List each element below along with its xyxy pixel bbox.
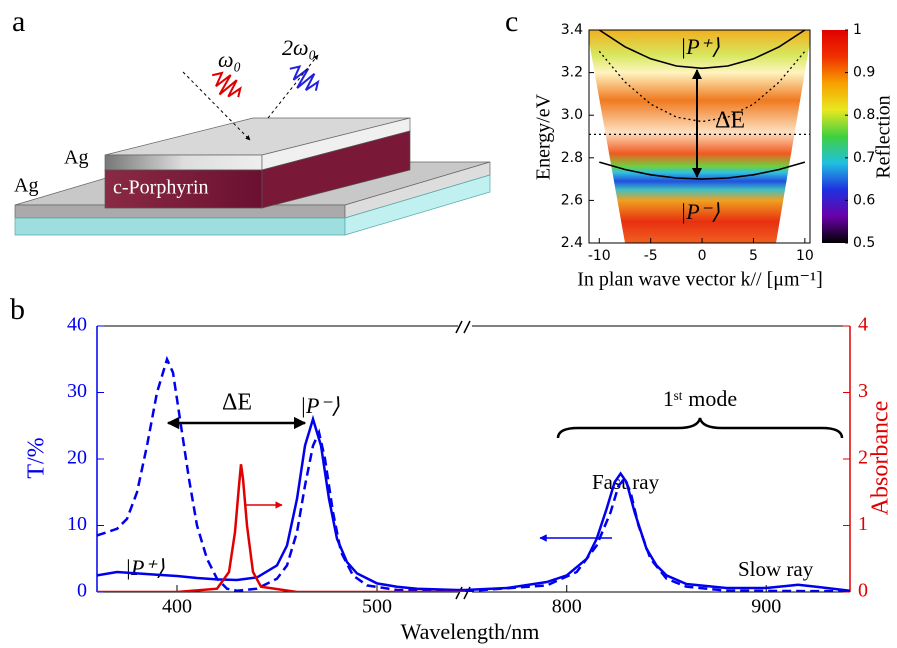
y2-tick-label: 1 bbox=[858, 513, 868, 535]
y-tick-label: 0 bbox=[77, 580, 87, 602]
y-tick-label: 30 bbox=[67, 380, 87, 402]
beam-label: 2ω₀ bbox=[282, 35, 316, 60]
glass-side bbox=[344, 174, 491, 236]
x-tick-label: 900 bbox=[751, 596, 781, 618]
y-axis-title: Energy/eV bbox=[533, 93, 555, 180]
y-tick-label: 2.8 bbox=[561, 150, 583, 166]
layer-label: Ag bbox=[14, 175, 38, 197]
panel-c: c |P⁺⟩ ΔE |P⁻⟩ In plan wave vector k// [… bbox=[505, 5, 895, 291]
annotation: Slow ray bbox=[738, 557, 814, 581]
annotation: ΔE bbox=[715, 108, 745, 134]
y-tick-label: 2.4 bbox=[561, 235, 583, 251]
y2-axis-title: Absorbance bbox=[868, 401, 894, 516]
annotation: ΔE bbox=[222, 390, 252, 416]
y-tick-label: 2.6 bbox=[561, 192, 583, 208]
colorbar-tick-label: 0.9 bbox=[853, 65, 875, 81]
panel-label: b bbox=[10, 293, 25, 326]
pulse-out bbox=[289, 65, 320, 91]
series-line bbox=[97, 464, 465, 592]
plot-frame bbox=[588, 29, 811, 244]
beam-in bbox=[182, 71, 251, 141]
annotation: |P⁺⟩ bbox=[125, 555, 165, 580]
layer-label: Ag bbox=[64, 147, 88, 169]
annotation: |P⁻⟩ bbox=[300, 393, 340, 418]
x-axis-title: In plan wave vector k// [μm⁻¹] bbox=[577, 269, 823, 291]
beam-out bbox=[267, 54, 319, 119]
y2-tick-label: 3 bbox=[858, 380, 868, 402]
colorbar-tick-label: 0.6 bbox=[853, 192, 875, 208]
brace bbox=[556, 417, 844, 439]
top-ag-front bbox=[104, 154, 263, 171]
pulse-in bbox=[211, 71, 242, 98]
x-tick-label: 5 bbox=[749, 248, 758, 264]
schematic: a Ag Ag c-Porphyrin ω₀ 2ω₀ bbox=[12, 5, 491, 236]
x-tick-label: 0 bbox=[698, 248, 707, 264]
series-line bbox=[599, 161, 806, 180]
x-axis-title: Wavelength/nm bbox=[401, 619, 540, 644]
colorbar-tick-label: 1 bbox=[853, 22, 862, 38]
series-line bbox=[598, 30, 806, 70]
series-line bbox=[97, 355, 850, 592]
y2-tick-label: 4 bbox=[858, 314, 868, 336]
colorbar-tick-label: 0.8 bbox=[853, 107, 875, 123]
panel-label: c bbox=[505, 5, 518, 38]
y-axis-title: T/% bbox=[24, 437, 50, 478]
annotation: 1ˢᵗ mode bbox=[663, 386, 737, 411]
x-tick-label: 500 bbox=[362, 596, 392, 618]
colorbar bbox=[822, 30, 848, 243]
x-tick-label: 400 bbox=[162, 596, 192, 618]
y2-tick-label: 0 bbox=[858, 580, 868, 602]
glass-front bbox=[14, 217, 346, 236]
x-tick-label: -5 bbox=[644, 248, 658, 264]
x-tick-label: 800 bbox=[552, 596, 582, 618]
y-tick-label: 20 bbox=[67, 447, 87, 469]
colorbar-tick-label: 0.7 bbox=[853, 150, 875, 166]
axis-break bbox=[455, 320, 471, 600]
y2-tick-label: 2 bbox=[858, 447, 868, 469]
colorbar-tick-label: 0.5 bbox=[853, 235, 875, 251]
annotation: |P⁻⟩ bbox=[680, 199, 720, 224]
y-tick-label: 3.4 bbox=[561, 22, 583, 38]
colorbar-title: Reflection bbox=[873, 95, 895, 178]
y-tick-label: 40 bbox=[67, 314, 87, 336]
y-tick-label: 10 bbox=[67, 513, 87, 535]
x-tick-label: -10 bbox=[588, 248, 611, 264]
layer-label: c-Porphyrin bbox=[113, 177, 209, 199]
beam-label: ω₀ bbox=[218, 47, 241, 72]
panel-b: b Wavelength/nm T/% Absorbance ΔE |P⁻⟩ |… bbox=[10, 293, 894, 644]
panel-label: a bbox=[12, 5, 25, 38]
porphyrin-side bbox=[261, 130, 411, 209]
y-tick-label: 3.2 bbox=[561, 65, 583, 81]
y-tick-label: 3.0 bbox=[561, 107, 583, 123]
x-tick-label: 10 bbox=[796, 248, 814, 264]
series-line bbox=[598, 50, 806, 123]
annotation: |P⁺⟩ bbox=[680, 34, 720, 59]
